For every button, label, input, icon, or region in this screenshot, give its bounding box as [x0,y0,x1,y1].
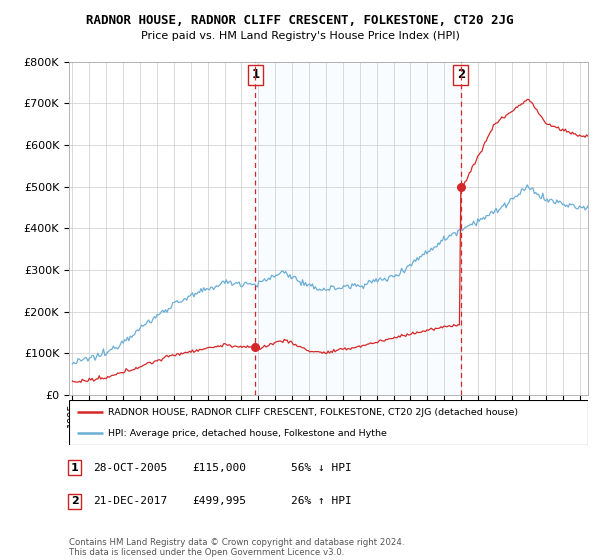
Text: RADNOR HOUSE, RADNOR CLIFF CRESCENT, FOLKESTONE, CT20 2JG (detached house): RADNOR HOUSE, RADNOR CLIFF CRESCENT, FOL… [108,408,518,417]
Text: 1: 1 [71,463,79,473]
Text: 21-DEC-2017: 21-DEC-2017 [93,496,167,506]
Text: £115,000: £115,000 [192,463,246,473]
Text: RADNOR HOUSE, RADNOR CLIFF CRESCENT, FOLKESTONE, CT20 2JG: RADNOR HOUSE, RADNOR CLIFF CRESCENT, FOL… [86,14,514,27]
Text: 28-OCT-2005: 28-OCT-2005 [93,463,167,473]
Text: 1: 1 [251,68,260,81]
Bar [256,62,461,395]
Text: £499,995: £499,995 [192,496,246,506]
Text: 2: 2 [457,68,465,81]
Text: 26% ↑ HPI: 26% ↑ HPI [291,496,352,506]
Text: 56% ↓ HPI: 56% ↓ HPI [291,463,352,473]
Text: Contains HM Land Registry data © Crown copyright and database right 2024.
This d: Contains HM Land Registry data © Crown c… [69,538,404,557]
Text: HPI: Average price, detached house, Folkestone and Hythe: HPI: Average price, detached house, Folk… [108,428,387,437]
Text: 2: 2 [71,496,79,506]
Text: Price paid vs. HM Land Registry's House Price Index (HPI): Price paid vs. HM Land Registry's House … [140,31,460,41]
